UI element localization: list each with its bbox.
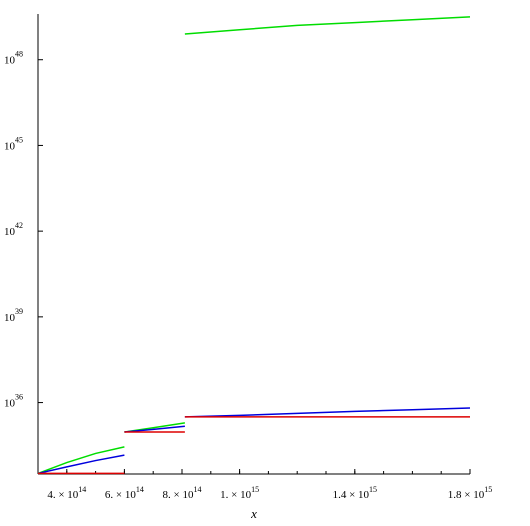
x-tick-exponent: 14: [193, 485, 201, 494]
x-tick-mantissa: 4. × 10: [47, 489, 78, 501]
y-tick-exponent: 45: [15, 135, 23, 144]
y-tick-exponent: 42: [15, 221, 23, 230]
y-tick-base: 10: [4, 226, 16, 238]
y-tick-label: 1039: [4, 307, 23, 324]
axes: [37, 14, 470, 475]
y-tick-label: 1045: [4, 135, 23, 152]
series-layer: [37, 16, 471, 475]
y-tick-label: 1042: [4, 221, 23, 238]
x-tick-mantissa: 1.4 × 10: [333, 489, 370, 501]
y-tick-label: 1048: [4, 50, 23, 67]
series-line-segment: [37, 454, 125, 475]
x-axis-label: x: [250, 506, 257, 521]
series-0: [37, 16, 471, 475]
y-tick-base: 10: [4, 312, 16, 324]
x-tick-label: 8. × 1014: [163, 485, 202, 501]
y-tick-exponent: 39: [15, 307, 23, 316]
x-tick-label: 6. × 1014: [105, 485, 144, 501]
x-ticks: 4. × 1014 6. × 1014 8. × 1014 1. × 1015 1.4 …: [37, 469, 492, 501]
x-tick-label: 4. × 1014: [47, 485, 86, 501]
series-line-segment: [124, 425, 185, 433]
y-tick-base: 10: [4, 398, 16, 410]
series-2: [38, 416, 470, 475]
x-tick-mantissa: 8. × 10: [163, 489, 194, 501]
series-1: [37, 407, 471, 475]
series-line-segment: [184, 16, 471, 35]
x-tick-exponent: 14: [136, 485, 144, 494]
x-tick-mantissa: 6. × 10: [105, 489, 136, 501]
series-line-segment: [184, 407, 471, 418]
y-tick-base: 10: [4, 55, 16, 67]
series-line-segment: [37, 446, 125, 475]
y-tick-base: 10: [4, 140, 16, 152]
x-tick-exponent: 15: [251, 485, 259, 494]
x-tick-label: 1.4 × 1015: [333, 485, 377, 501]
x-tick-exponent: 15: [369, 485, 377, 494]
x-tick-exponent: 14: [78, 485, 86, 494]
y-tick-exponent: 48: [15, 50, 23, 59]
x-tick-label: 1. × 1015: [220, 485, 259, 501]
x-tick-exponent: 15: [484, 485, 492, 494]
x-tick-label: 1.8 × 1015: [448, 485, 492, 501]
y-tick-label: 1036: [4, 393, 23, 410]
x-tick-mantissa: 1.8 × 10: [448, 489, 485, 501]
x-tick-mantissa: 1. × 10: [220, 489, 251, 501]
y-tick-exponent: 36: [15, 393, 23, 402]
